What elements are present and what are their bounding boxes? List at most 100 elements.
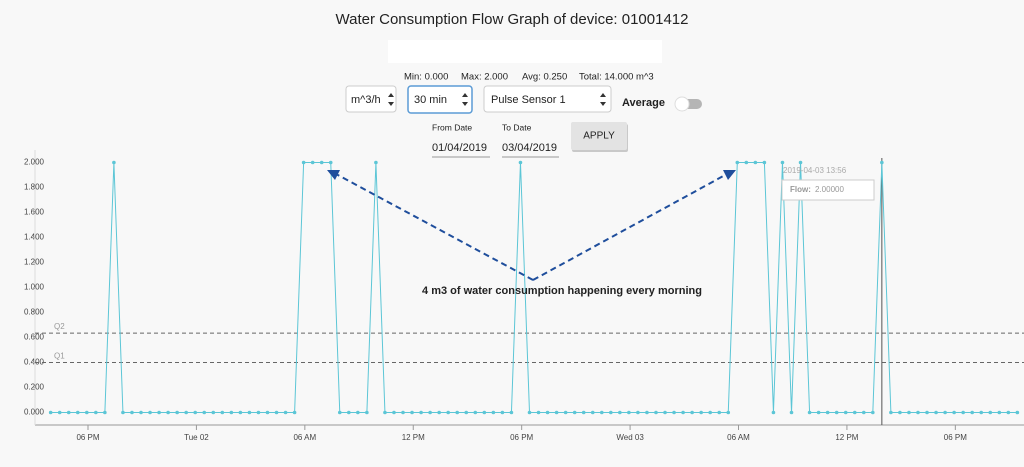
x-tick-label: 06 AM xyxy=(727,433,750,442)
flow-point xyxy=(211,410,216,415)
flow-point xyxy=(590,410,595,415)
tooltip-label: Flow: xyxy=(790,185,811,194)
flow-point xyxy=(907,410,911,415)
flow-point xyxy=(979,410,984,415)
sensor-value: Pulse Sensor 1 xyxy=(491,94,566,106)
flow-point xyxy=(925,410,929,415)
flow-point xyxy=(636,410,640,415)
flow-point xyxy=(238,410,243,415)
flow-point xyxy=(609,410,613,415)
annotation: 4 m3 of water consumption happening ever… xyxy=(422,285,702,297)
flow-point xyxy=(139,410,143,415)
flow-point xyxy=(717,410,722,415)
flow-point xyxy=(292,410,297,415)
flow-point xyxy=(84,410,89,415)
flow-point xyxy=(247,410,252,415)
flow-point xyxy=(943,410,947,415)
tooltip: 2019-04-03 13:56 Flow: 2.00000 xyxy=(781,166,875,201)
flow-point xyxy=(834,410,839,415)
stat: Avg: 0.250 xyxy=(522,72,567,83)
flow-point xyxy=(301,160,306,165)
flow-point xyxy=(970,410,975,415)
flow-point xyxy=(437,410,441,415)
flow-point xyxy=(374,160,378,165)
stat: Max: 2.000 xyxy=(461,72,508,83)
flow-point xyxy=(365,410,369,415)
x-tick-label: 12 PM xyxy=(835,433,858,442)
flow-point xyxy=(157,410,161,415)
flow-point xyxy=(952,410,956,415)
flow-point xyxy=(356,410,360,415)
flow-point xyxy=(265,410,270,415)
flow-point xyxy=(789,410,794,415)
chart: 0.0000.2000.4000.6000.8001.0001.2001.400… xyxy=(24,150,1024,442)
from-label: From Date xyxy=(432,122,472,132)
flow-point xyxy=(771,410,776,415)
average-toggle[interactable] xyxy=(674,96,702,112)
sensor-select[interactable]: Pulse Sensor 1 xyxy=(483,85,612,113)
flow-point xyxy=(599,410,604,415)
flow-point xyxy=(112,160,116,165)
flow-point xyxy=(166,410,170,415)
flow-point xyxy=(202,410,207,415)
flow-point xyxy=(419,410,423,415)
flow-point xyxy=(337,410,342,415)
flow-point xyxy=(735,160,740,165)
x-tick-label: Tue 02 xyxy=(184,433,209,442)
flow-point xyxy=(708,410,712,415)
flow-point xyxy=(663,410,667,415)
flow-point xyxy=(446,410,450,415)
flow-point xyxy=(94,410,98,415)
flow-point xyxy=(256,410,261,415)
annotation-arrows xyxy=(327,170,736,281)
flow-point xyxy=(220,410,225,415)
flow-point xyxy=(48,410,53,415)
flow-point xyxy=(554,410,559,415)
average-label: Average xyxy=(622,97,665,109)
flow-point xyxy=(807,410,812,415)
unit-select[interactable]: m^3/h xyxy=(345,85,397,113)
flow-point xyxy=(319,160,324,165)
apply-button[interactable]: APPLY xyxy=(571,122,628,152)
flow-point xyxy=(672,410,676,415)
flow-point xyxy=(988,410,993,415)
flow-point xyxy=(780,160,785,165)
x-tick-label: 06 PM xyxy=(510,433,533,442)
flow-point xyxy=(392,410,396,415)
flow-point xyxy=(762,160,767,165)
flow-point xyxy=(130,410,134,415)
flow-point xyxy=(654,410,658,415)
flow-point xyxy=(500,410,505,415)
flow-point xyxy=(121,410,125,415)
flow-point xyxy=(997,410,1002,415)
flow-point xyxy=(898,410,902,415)
flow-point xyxy=(491,410,496,415)
from-date[interactable]: 01/04/2019 xyxy=(432,142,487,154)
flow-point xyxy=(843,410,848,415)
flow-point xyxy=(455,410,460,415)
flow-point xyxy=(148,410,152,415)
flow-point xyxy=(527,410,532,415)
x-tick-label: 06 AM xyxy=(293,433,316,442)
flow-point xyxy=(889,410,893,415)
flow-point xyxy=(193,410,198,415)
unit-value: m^3/h xyxy=(351,94,381,106)
flow-point xyxy=(57,410,62,415)
flow-point xyxy=(310,160,315,165)
interval-select[interactable]: 30 min xyxy=(407,85,473,114)
flow-point xyxy=(825,410,830,415)
flow-point xyxy=(871,410,875,415)
flow-point xyxy=(75,410,80,415)
flow-point xyxy=(518,160,523,165)
tooltip-value: 2.00000 xyxy=(815,185,844,194)
flow-point xyxy=(880,160,884,165)
to-date[interactable]: 03/04/2019 xyxy=(502,142,557,154)
blank-box xyxy=(388,40,662,63)
interval-value: 30 min xyxy=(414,94,447,106)
flow-point xyxy=(383,410,387,415)
flow-point xyxy=(283,410,288,415)
flow-point xyxy=(816,410,821,415)
flow-point xyxy=(690,410,694,415)
flow-point xyxy=(347,410,351,415)
